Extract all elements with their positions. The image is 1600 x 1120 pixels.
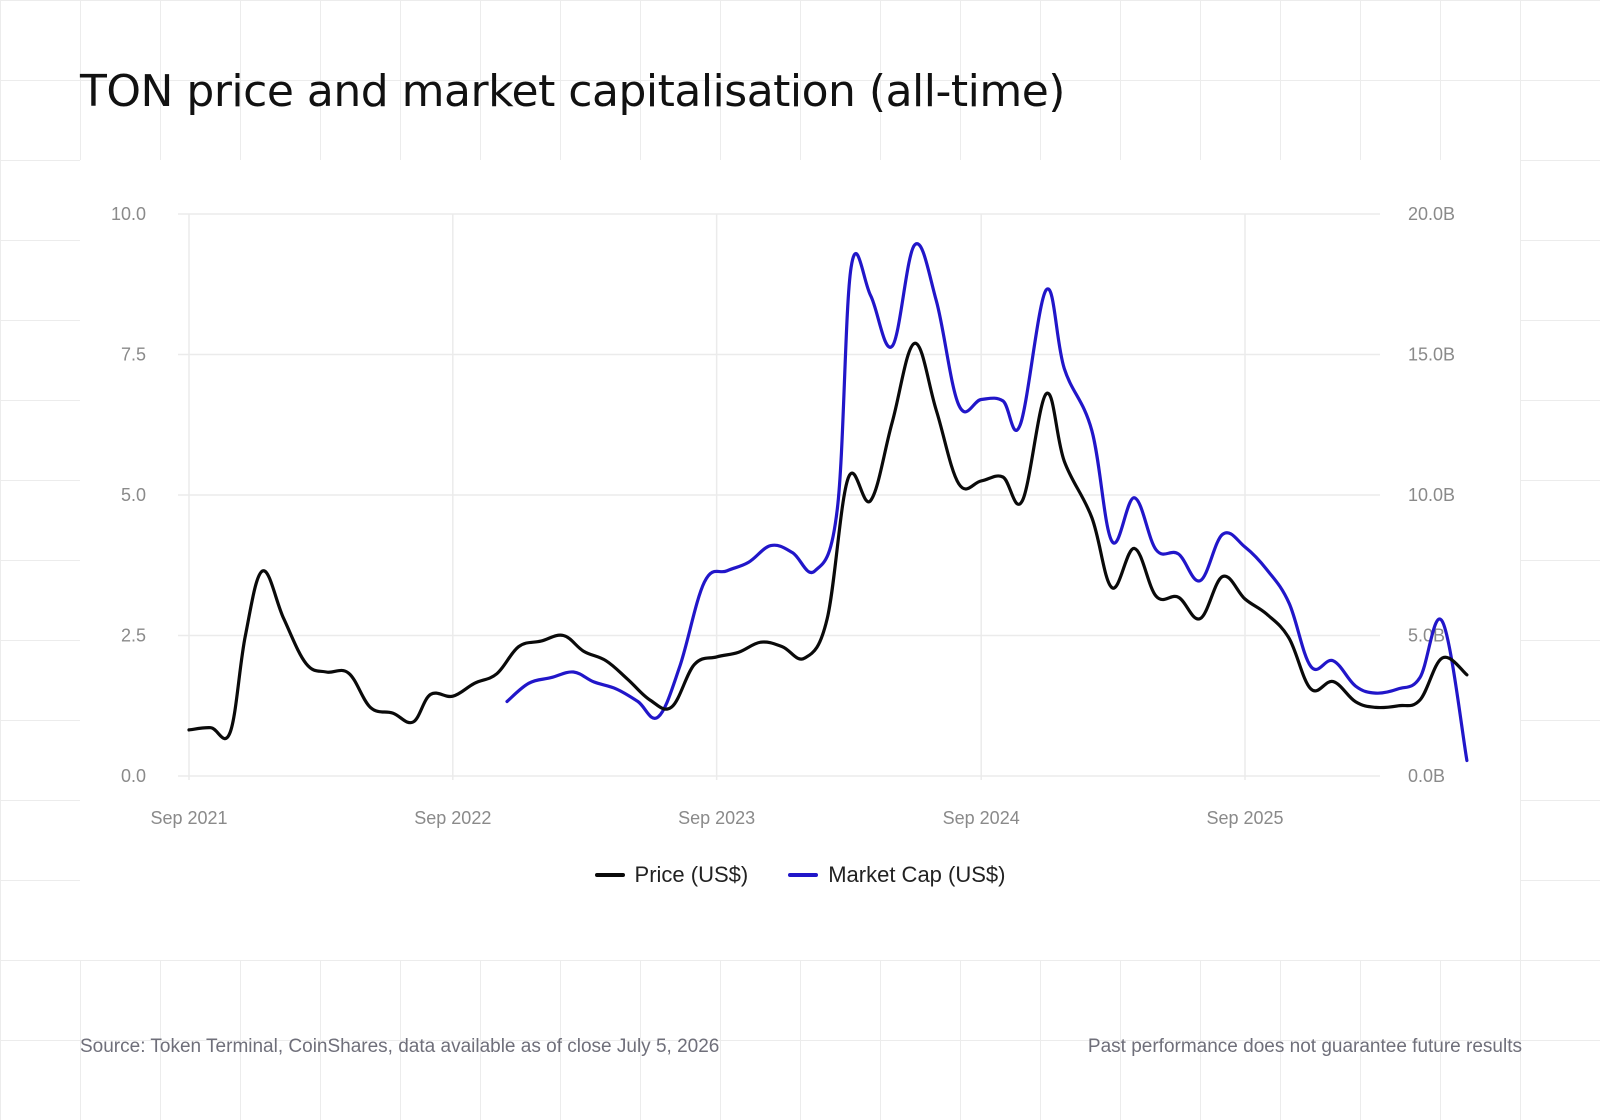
y-left-tick-label: 7.5 <box>121 345 146 365</box>
x-tick-label: Sep 2023 <box>678 808 755 828</box>
legend-swatch <box>594 873 625 877</box>
y-left-tick-label: 0.0 <box>121 766 146 786</box>
y-left-tick-label: 2.5 <box>121 626 146 646</box>
y-right-tick-label: 5.0B <box>1408 626 1445 646</box>
x-tick-label: Sep 2022 <box>414 808 491 828</box>
disclaimer-note: Past performance does not guarantee futu… <box>1087 1036 1522 1057</box>
y-left-tick-label: 10.0 <box>111 204 146 224</box>
legend-label: Price (US$) <box>634 862 749 887</box>
chart-legend: Price (US$) Market Cap (US$) <box>80 862 1520 888</box>
x-tick-label: Sep 2025 <box>1206 808 1283 828</box>
market-cap-series-line <box>505 242 1469 763</box>
grid-layer <box>178 213 1380 780</box>
line-chart: 0.0 2.5 5.0 7.5 10.0 0.0B 5.0B 10.0B 15.0B 20.0B S… <box>111 204 1469 828</box>
legend-item-market-cap: Market Cap (US$) <box>788 862 1005 888</box>
x-tick-label: Sep 2021 <box>150 808 227 828</box>
legend-item-price: Price (US$) <box>594 862 749 888</box>
y-right-tick-label: 0.0B <box>1408 766 1445 786</box>
x-tick-label: Sep 2024 <box>943 808 1020 828</box>
y-right-tick-label: 20.0B <box>1408 204 1455 224</box>
price-series-line <box>187 341 1469 741</box>
axis-layer: 0.0 2.5 5.0 7.5 10.0 0.0B 5.0B 10.0B 15.0B 20.0B S… <box>111 204 1455 828</box>
chart-panel: 0.0 2.5 5.0 7.5 10.0 0.0B 5.0B 10.0B 15.0B 20.0B S… <box>80 160 1520 960</box>
source-note: Source: Token Terminal, CoinShares, data… <box>80 1036 720 1057</box>
legend-label: Market Cap (US$) <box>828 862 1006 887</box>
y-right-tick-label: 10.0B <box>1408 485 1455 505</box>
legend-swatch <box>788 873 819 877</box>
series-layer <box>187 242 1469 763</box>
y-left-tick-label: 5.0 <box>121 485 146 505</box>
y-right-tick-label: 15.0B <box>1408 345 1455 365</box>
page-title: TON price and market capitalisation (all… <box>80 66 1065 117</box>
